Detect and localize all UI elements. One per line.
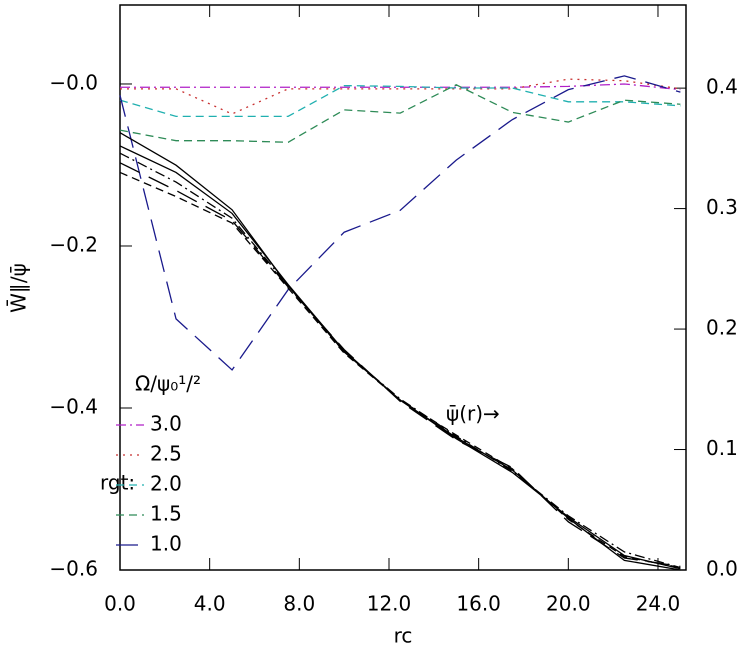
legend-title: Ω/ψ₀¹/² [135,372,201,396]
series-line [119,152,681,569]
legend-label: 1.0 [150,532,182,556]
x-tick-label: 12.0 [367,592,412,616]
series-line [120,78,681,115]
x-tick-label: 16.0 [456,592,501,616]
x-tick-label: 4.0 [194,592,226,616]
annotation: ψ̄(r)→ [446,402,500,426]
y-tick-label: −0.4 [49,394,98,418]
series-line [119,84,681,143]
x-tick-label: 0.0 [104,592,136,616]
legend-label: 2.5 [150,442,182,466]
y2-tick-label: 0.2 [706,316,738,340]
y-tick-label: −0.6 [49,557,98,581]
x-tick-label: 24.0 [636,592,681,616]
x-axis-label: rc [394,624,413,648]
series-line [119,132,681,571]
legend-label: 2.0 [150,472,182,496]
legend-label: 1.5 [150,502,182,526]
y2-tick-label: 0.1 [706,436,738,460]
y2-tick-label: 0.3 [706,195,738,219]
x-tick-label: 8.0 [283,592,315,616]
series-line [119,84,681,118]
plot-frame [119,4,687,571]
y2-tick-label: 0.0 [706,557,738,581]
y-tick-label: −0.0 [49,70,98,94]
series-line [119,171,681,569]
series-line [119,75,681,371]
legend-label: 3.0 [150,412,182,436]
y-tick-label: −0.2 [49,232,98,256]
legend-label: rgt: [100,471,135,495]
y2-tick-label: 0.4 [706,75,738,99]
series-line [119,162,681,568]
x-tick-label: 20.0 [546,592,591,616]
y-axis-label: W̄∥/ψ̄ [6,263,31,313]
